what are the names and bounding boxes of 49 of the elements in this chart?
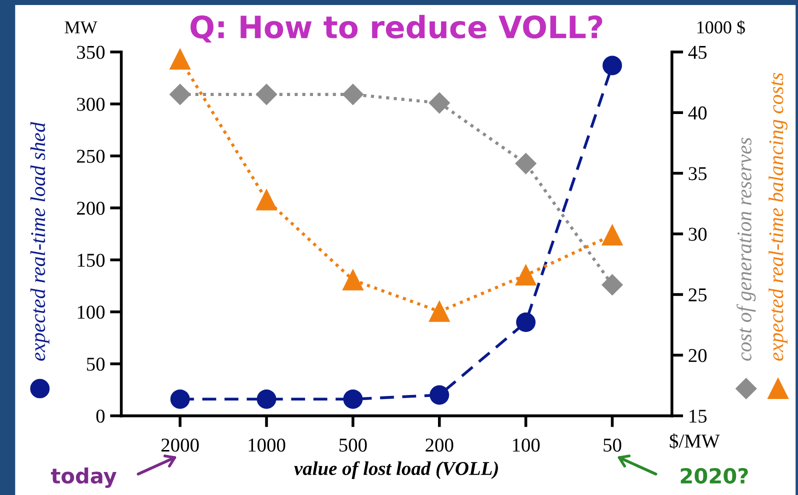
y-tick-label: 250 <box>77 150 105 163</box>
point <box>430 385 450 405</box>
point <box>515 153 536 174</box>
y2-tick-label: 25 <box>688 288 707 302</box>
point <box>170 389 190 409</box>
y-tick-label: 100 <box>78 306 105 319</box>
y-tick-label: 0 <box>96 410 105 423</box>
text: cost of generation reserves <box>736 138 756 361</box>
point <box>516 312 536 332</box>
x-tick-label: 1000 <box>248 438 286 452</box>
point <box>170 48 190 70</box>
y-tick-label: 50 <box>87 358 105 371</box>
x-tick-label: 200 <box>426 438 454 452</box>
text: expected real-time balancing costs <box>768 72 788 361</box>
y-tick-label: 200 <box>77 202 105 215</box>
x-tick-label: 2000 <box>161 438 199 452</box>
text: 2020? <box>680 468 748 484</box>
y2-tick-label: 40 <box>688 106 707 120</box>
y-tick-label: 300 <box>77 98 105 111</box>
point <box>343 389 363 409</box>
y-tick-label: 150 <box>78 254 105 267</box>
point <box>256 389 276 409</box>
point <box>256 84 278 105</box>
x-tick-label: 100 <box>512 438 540 452</box>
y2-tick-label: 45 <box>688 46 707 59</box>
chart-title: Q: How to reduce VOLL? <box>190 14 602 43</box>
x-tick-label: 500 <box>340 438 367 452</box>
point <box>342 84 364 105</box>
point <box>428 92 450 114</box>
point <box>602 224 623 246</box>
point <box>428 301 450 322</box>
point <box>515 264 536 286</box>
x-axis-title: value of lost load (VOLL) <box>294 461 498 480</box>
point <box>342 270 364 290</box>
y-axis-title: MW <box>64 21 98 34</box>
y2-tick-label: 30 <box>688 228 707 241</box>
point <box>170 84 191 105</box>
y-tick-label: 350 <box>77 46 105 59</box>
y2-tick-label: 35 <box>688 167 707 180</box>
text: today <box>50 468 116 488</box>
y2-axis-title: 1000 $ <box>697 20 745 35</box>
y2-tick-label: 15 <box>690 410 707 423</box>
y2-tick-label: 20 <box>688 348 707 362</box>
text: expected real-time load shed <box>30 122 50 361</box>
point <box>256 190 277 210</box>
point <box>602 56 622 76</box>
point <box>602 274 623 296</box>
x-tick-label: 50 <box>604 438 622 452</box>
text: $/MW <box>670 433 720 449</box>
